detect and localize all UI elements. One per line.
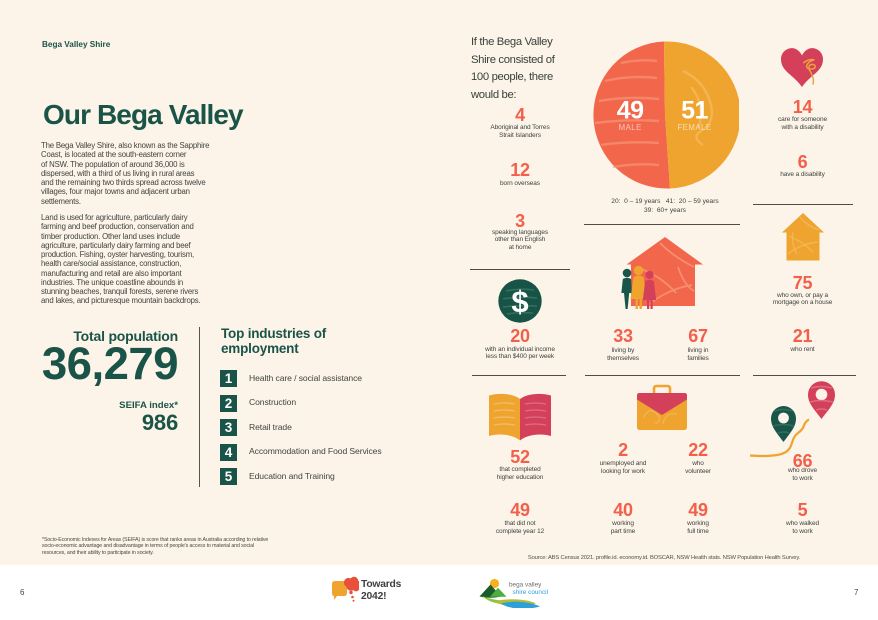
svg-text:MALE: MALE: [619, 123, 642, 132]
svg-text:49: 49: [617, 97, 644, 125]
svg-text:FEMALE: FEMALE: [677, 123, 711, 132]
svg-text:$: $: [511, 284, 528, 319]
svg-text:51: 51: [681, 97, 708, 125]
svg-text:bega valley: bega valley: [509, 582, 542, 589]
svg-text:shire council: shire council: [513, 589, 549, 596]
